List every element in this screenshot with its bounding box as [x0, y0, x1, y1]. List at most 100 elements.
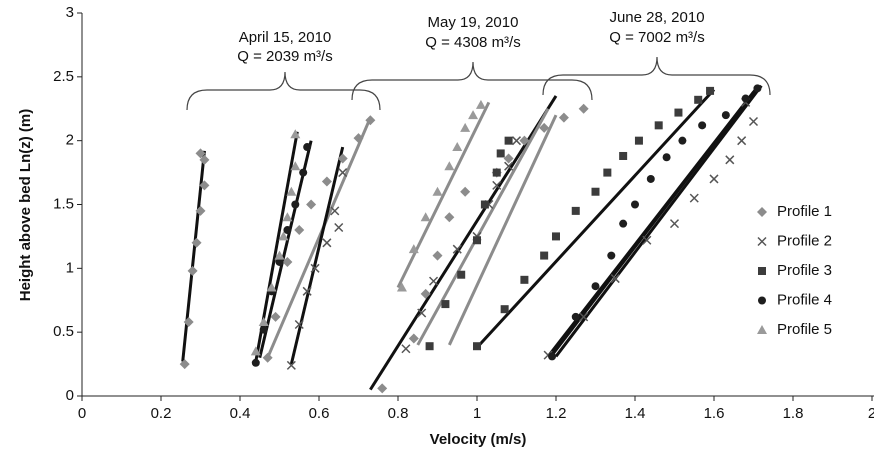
point [278, 231, 289, 241]
point [552, 232, 560, 241]
point [654, 121, 663, 130]
x-axis-label: Velocity (m/s) [430, 431, 527, 448]
point [408, 333, 419, 344]
fit-line [447, 114, 558, 346]
y-tick-label: 2.5 [53, 68, 74, 85]
point [274, 250, 285, 260]
point [662, 153, 671, 162]
x-tick-label: 0.2 [151, 405, 172, 422]
point [299, 168, 308, 177]
annotation: April 15, 2010 [239, 29, 332, 46]
point [504, 161, 514, 171]
point [330, 206, 340, 216]
point [191, 237, 202, 248]
point [258, 316, 269, 326]
point [338, 168, 348, 178]
point [460, 186, 471, 197]
fit-line [181, 150, 206, 362]
y-tick-label: 1.5 [53, 195, 74, 212]
point [473, 342, 481, 351]
point [619, 151, 628, 160]
point [631, 200, 639, 209]
legend-label: Profile 3 [777, 262, 832, 279]
point [591, 282, 600, 291]
point [365, 115, 376, 126]
point [669, 219, 680, 229]
legend-label: Profile 2 [777, 232, 832, 249]
point [417, 308, 427, 318]
point [294, 319, 304, 330]
point [634, 136, 643, 145]
fit-line [266, 117, 372, 359]
point [195, 205, 206, 216]
point [187, 265, 198, 276]
fit-line [289, 146, 345, 365]
point [250, 346, 261, 356]
y-axis-label: Height above bed Ln(z) (m) [17, 109, 34, 302]
brace [186, 71, 381, 111]
x-tick-label: 0 [78, 405, 86, 422]
point [441, 300, 450, 309]
point [179, 359, 190, 370]
x-tick-label: 1 [473, 405, 481, 422]
point [420, 212, 431, 222]
legend-marker [758, 267, 766, 275]
point [444, 161, 455, 171]
legend-label: Profile 5 [777, 321, 832, 338]
legend-marker [757, 325, 767, 334]
point [294, 225, 305, 236]
point [337, 153, 348, 164]
point [452, 142, 463, 152]
point [504, 136, 513, 145]
point [432, 186, 443, 196]
point [721, 111, 730, 120]
point [520, 275, 529, 284]
point [539, 122, 550, 133]
point [420, 288, 431, 299]
x-tick-label: 0.4 [230, 405, 251, 422]
fit-line [396, 101, 491, 289]
point [619, 219, 628, 228]
point [642, 235, 652, 245]
point [492, 180, 502, 190]
point [503, 153, 514, 164]
legend-marker [758, 296, 766, 305]
point [425, 342, 434, 351]
point [709, 174, 719, 184]
point [473, 236, 481, 245]
point [262, 352, 273, 363]
legend-marker [757, 207, 767, 217]
brace [542, 56, 771, 96]
point [500, 305, 509, 314]
point [286, 186, 297, 196]
point [432, 250, 443, 261]
point [283, 226, 292, 235]
point [591, 187, 600, 196]
point [519, 135, 530, 146]
point [429, 276, 439, 286]
point [579, 312, 589, 322]
point [480, 200, 489, 209]
point [689, 193, 699, 203]
point [558, 112, 569, 123]
legend-label: Profile 4 [777, 291, 832, 308]
legend-label: Profile 1 [777, 203, 832, 220]
point [377, 383, 388, 394]
point [475, 99, 486, 109]
point [548, 352, 557, 361]
annotation: May 19, 2010 [428, 14, 519, 31]
annotation: June 28, 2010 [609, 9, 704, 26]
point [291, 200, 300, 209]
y-tick-label: 0.5 [53, 323, 74, 340]
annotation: Q = 2039 m³/s [237, 48, 332, 65]
point [741, 94, 750, 103]
point [578, 103, 589, 114]
point [646, 174, 655, 183]
point [290, 161, 301, 171]
point [468, 110, 479, 120]
point [195, 148, 206, 159]
x-tick-label: 1.4 [625, 405, 646, 422]
point [571, 312, 580, 321]
point [183, 316, 194, 327]
